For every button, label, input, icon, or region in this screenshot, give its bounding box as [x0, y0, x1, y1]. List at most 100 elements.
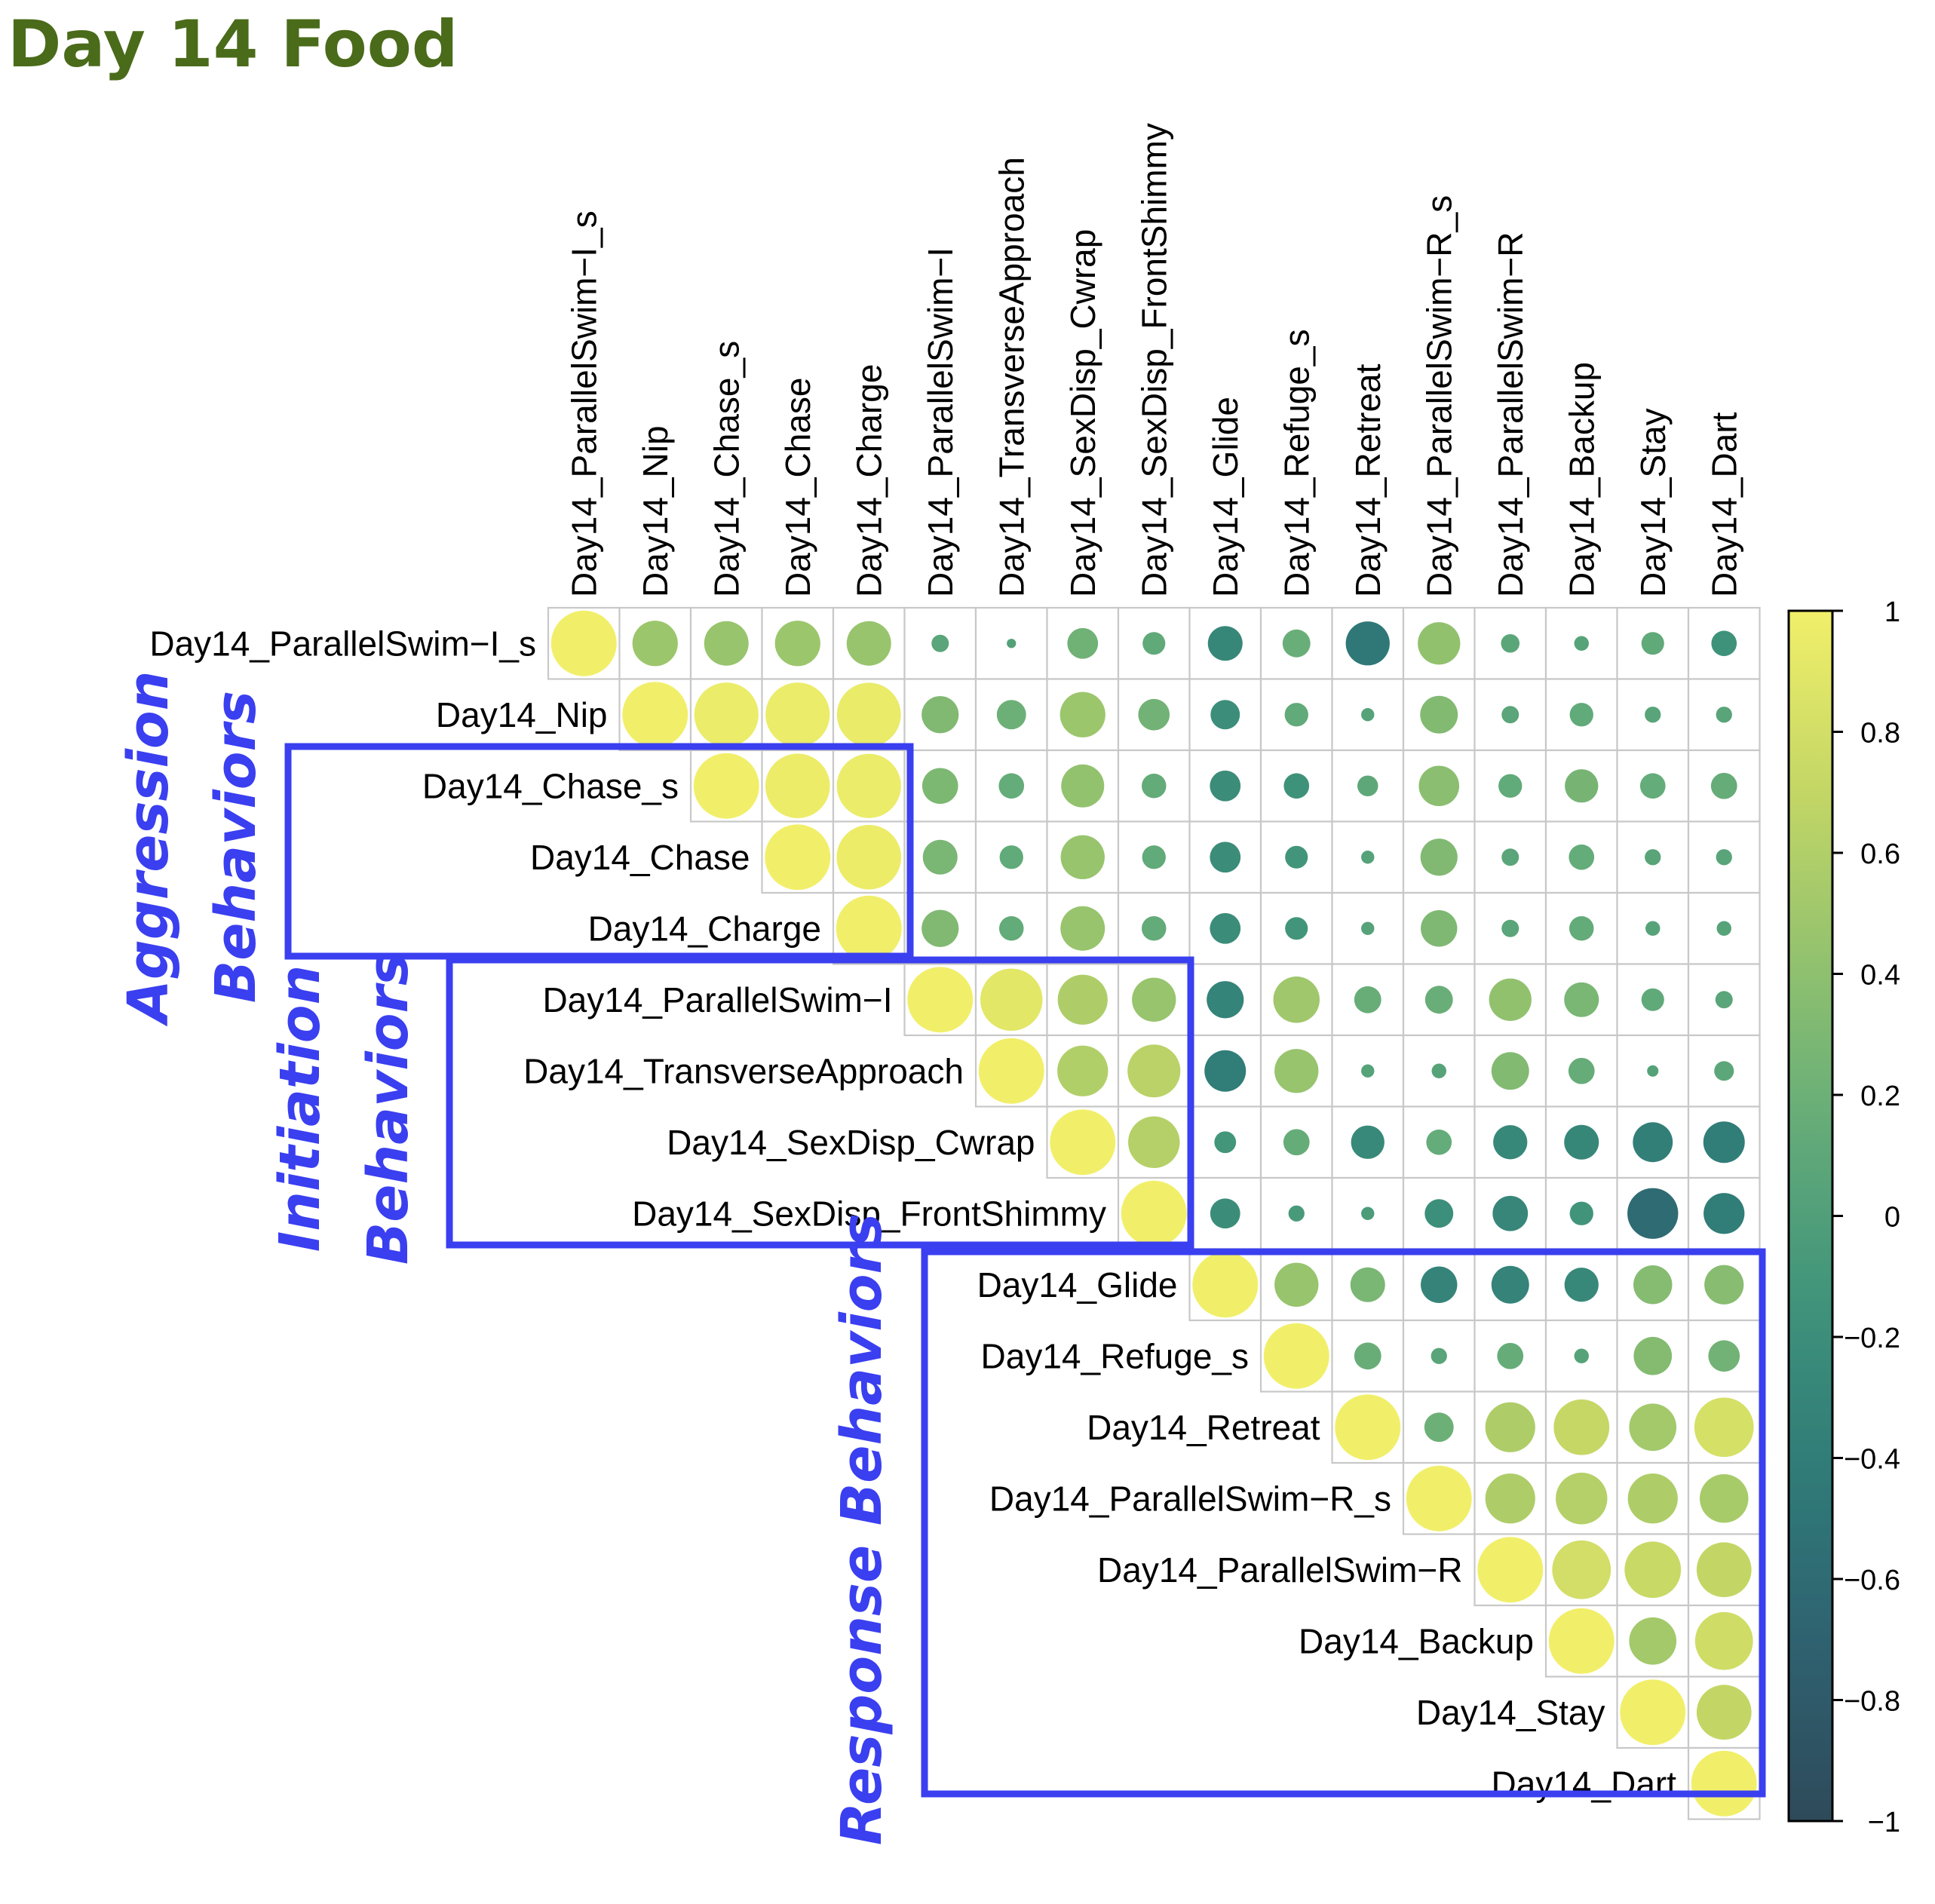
- corr-circle: [1501, 706, 1519, 724]
- corr-circle: [1624, 1541, 1682, 1599]
- corr-circle: [1420, 839, 1458, 876]
- corr-circle: [846, 621, 891, 666]
- row-label: Day14_Backup: [1299, 1621, 1534, 1660]
- group-boxes: [284, 743, 1766, 1798]
- corr-circle: [1132, 977, 1176, 1022]
- corr-circle: [1627, 1188, 1679, 1239]
- corr-circle: [1696, 1542, 1752, 1598]
- corr-circle: [1007, 639, 1017, 648]
- group-box: [446, 956, 1194, 1249]
- corr-circle: [996, 700, 1026, 730]
- row-label: Day14_SexDisp_FrontShimmy: [632, 1194, 1106, 1233]
- corr-circle: [1406, 1465, 1472, 1531]
- row-label: Day14_TransverseApproach: [523, 1051, 964, 1090]
- grid-cell: [1046, 606, 1120, 680]
- corr-circle: [1284, 703, 1308, 727]
- corr-circle: [632, 621, 678, 667]
- corr-circle: [980, 968, 1043, 1031]
- row-label: Day14_ParallelSwim−I_s: [149, 624, 536, 663]
- colorbar-tick-label: 0.8: [1860, 718, 1900, 750]
- corr-circle: [1704, 1265, 1744, 1305]
- corr-circle: [1361, 1206, 1375, 1220]
- corr-circle: [1354, 986, 1381, 1013]
- correlation-circles: [550, 610, 1757, 1817]
- colorbar-tick-label: 1: [1884, 596, 1900, 628]
- group-label: Response Behaviors: [830, 1213, 894, 1845]
- corr-circle: [1357, 775, 1378, 796]
- column-label: Day14_Retreat: [1348, 363, 1388, 597]
- corr-circle: [1629, 1403, 1677, 1452]
- corr-circle: [1426, 1129, 1452, 1155]
- group-box: [284, 743, 914, 960]
- column-label: Day14_Glide: [1206, 397, 1245, 597]
- corr-circle: [1548, 1608, 1615, 1674]
- row-label: Day14_Glide: [977, 1265, 1178, 1305]
- row-label: Day14_ParallelSwim−R_s: [989, 1479, 1391, 1518]
- column-label: Day14_Stay: [1633, 408, 1673, 597]
- corr-circle: [1335, 1394, 1401, 1461]
- colorbar-tick-label: −0.6: [1844, 1565, 1900, 1596]
- corr-circle: [1424, 986, 1453, 1014]
- corr-circle: [1645, 707, 1661, 723]
- corr-circle: [694, 682, 759, 747]
- corr-circle: [1121, 1180, 1187, 1246]
- corr-circle: [1491, 1052, 1529, 1090]
- corr-circle: [998, 915, 1024, 941]
- corr-circle: [1493, 1125, 1528, 1160]
- grid-cell: [903, 678, 977, 752]
- corr-circle: [1569, 1201, 1593, 1225]
- row-label: Day14_SexDisp_Cwrap: [667, 1123, 1035, 1162]
- corr-circle: [1283, 1129, 1310, 1156]
- corr-circle: [1574, 636, 1589, 651]
- row-label: Day14_Retreat: [1087, 1408, 1320, 1447]
- colorbar-tick-label: −0.8: [1844, 1686, 1900, 1718]
- corr-circle: [1485, 1473, 1535, 1524]
- corr-circle: [907, 967, 974, 1033]
- corr-circle: [1354, 1342, 1381, 1370]
- corr-circle: [1263, 1323, 1329, 1389]
- column-label: Day14_ParallelSwim−I_s: [564, 210, 603, 597]
- corr-circle: [1192, 1252, 1259, 1318]
- corr-circle: [1273, 977, 1320, 1023]
- corr-circle: [1633, 1265, 1673, 1305]
- corr-circle: [1703, 1121, 1745, 1164]
- group-label: Initiation: [268, 965, 333, 1252]
- corr-circle: [765, 753, 830, 819]
- corr-circle: [1418, 622, 1461, 665]
- corr-circle: [1345, 621, 1390, 666]
- corr-circle: [1141, 915, 1167, 941]
- row-label: Day14_Charge: [588, 909, 821, 948]
- corr-circle: [1067, 627, 1099, 659]
- corr-circle: [1142, 845, 1166, 869]
- column-label: Day14_SexDisp_FrontShimmy: [1134, 123, 1173, 597]
- corr-circle: [1501, 919, 1519, 937]
- group-label: Behaviors: [204, 691, 268, 1003]
- column-label: Day14_ParallelSwim−I: [921, 247, 960, 597]
- corr-circle: [1285, 845, 1308, 869]
- corr-circle: [1565, 769, 1599, 803]
- corr-circle: [1647, 1065, 1659, 1077]
- corr-circle: [931, 634, 949, 652]
- corr-circle: [1645, 921, 1661, 936]
- corr-circle: [1645, 849, 1661, 866]
- corr-circle: [1710, 772, 1737, 799]
- colorbar-tick-label: 0.4: [1860, 960, 1900, 992]
- row-labels: Day14_ParallelSwim−I_s Day14_Nip Day14_Cha…: [149, 624, 1676, 1803]
- corr-circle: [1627, 1473, 1678, 1524]
- corr-circle: [922, 768, 958, 805]
- corr-circle: [1420, 695, 1458, 734]
- group-label: Behaviors: [356, 952, 421, 1265]
- column-labels: Day14_ParallelSwim−I_s Day14_Nip Day14_Cha…: [564, 123, 1743, 597]
- row-label: Day14_Nip: [436, 695, 608, 734]
- corr-circle: [1569, 844, 1595, 870]
- row-label: Day14_Chase_s: [422, 766, 679, 805]
- corr-circle: [1639, 773, 1666, 799]
- column-label: Day14_ParallelSwim−R_s: [1419, 195, 1458, 597]
- corr-circle: [1477, 1537, 1544, 1603]
- corr-circle: [1700, 1474, 1749, 1523]
- column-label: Day14_TransverseApproach: [992, 157, 1031, 597]
- corr-circle: [1633, 1336, 1673, 1375]
- corr-circle: [1703, 1193, 1745, 1234]
- column-label: Day14_Dart: [1704, 412, 1743, 597]
